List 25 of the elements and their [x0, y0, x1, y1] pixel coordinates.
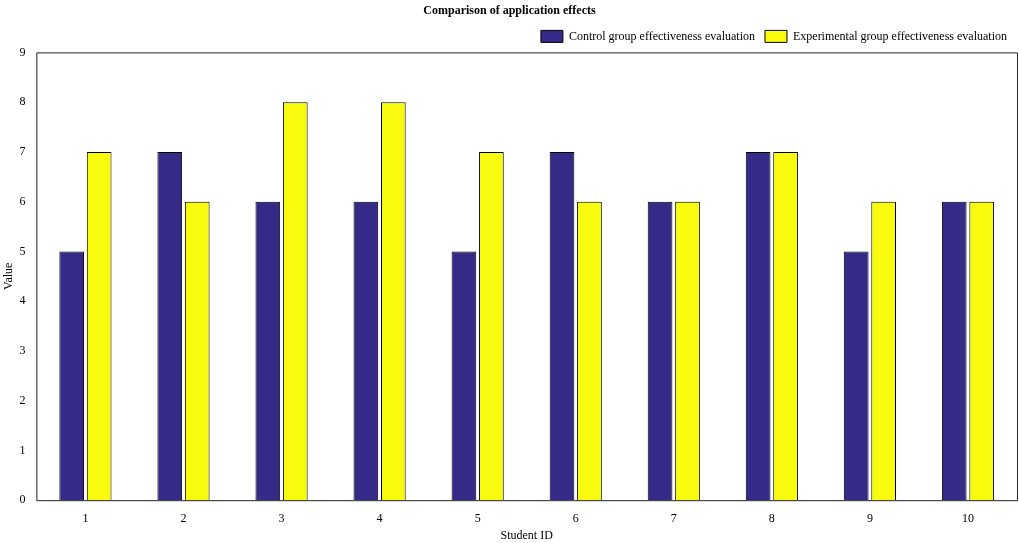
legend-label: Control group effectiveness evaluation: [568, 28, 755, 43]
y-tick-label: 6: [19, 193, 26, 208]
x-tick-label: 5: [474, 510, 481, 525]
x-tick-label: 9: [866, 510, 873, 525]
x-tick-label: 1: [82, 510, 89, 525]
x-tick-label: 2: [180, 510, 187, 525]
y-tick-label: 3: [19, 343, 26, 358]
y-axis-title: Value: [1, 262, 16, 290]
x-tick-label: 7: [670, 510, 677, 525]
y-tick-label: 0: [19, 492, 26, 507]
y-tick-label: 1: [19, 442, 26, 457]
y-tick-label: 4: [19, 293, 26, 308]
y-tick-label: 9: [19, 44, 26, 59]
x-tick-label: 3: [278, 510, 285, 525]
x-tick-label: 10: [961, 510, 974, 525]
x-tick-label: 8: [768, 510, 775, 525]
y-tick-label: 7: [19, 144, 26, 159]
chart-title: Comparison of application effects: [423, 3, 596, 18]
y-tick-label: 2: [19, 392, 26, 407]
y-tick-label: 5: [19, 243, 26, 258]
x-tick-label: 6: [572, 510, 579, 525]
x-axis-title: Student ID: [500, 527, 554, 542]
y-tick-label: 8: [19, 94, 26, 109]
legend-label: Experimental group effectiveness evaluation: [792, 28, 1007, 43]
x-tick-label: 4: [376, 510, 383, 525]
